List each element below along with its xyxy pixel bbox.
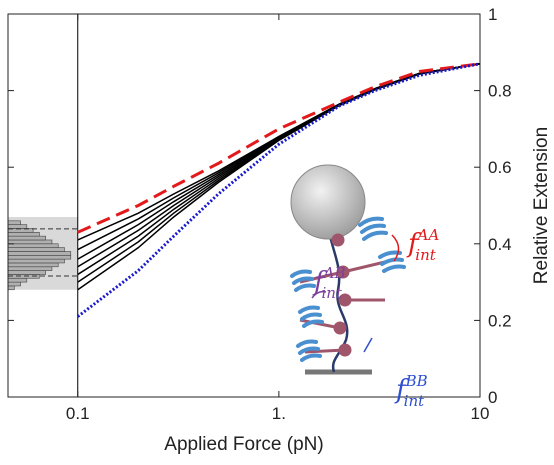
hist-bar	[7, 254, 72, 260]
hist-bar	[7, 239, 53, 245]
y-tick-label: 0.4	[488, 235, 512, 254]
hist-bar	[7, 281, 21, 287]
hist-bar	[7, 258, 65, 264]
hist-bar	[7, 243, 59, 248]
hist-bar	[7, 270, 46, 275]
x-tick-label: 0.1	[66, 404, 90, 423]
series-line	[77, 63, 481, 251]
hist-bar	[7, 224, 28, 229]
annotation: fAA int	[406, 226, 439, 264]
x-tick-label: 1.	[272, 404, 286, 423]
annotation-sub: int	[321, 284, 342, 302]
hist-bar	[7, 251, 72, 256]
y-tick-label: 1	[488, 5, 497, 24]
hist-bar	[7, 235, 46, 241]
diagram	[290, 164, 406, 375]
plot-frame	[7, 13, 481, 398]
hist-bar	[7, 247, 65, 252]
y-tick-label: 0.6	[488, 158, 512, 177]
y-tick-label: 0	[488, 388, 497, 407]
series-line	[77, 63, 481, 291]
y-axis-label: Relative Extension	[531, 127, 552, 284]
hist-bar	[7, 277, 28, 283]
hist-bar	[7, 220, 21, 225]
annotation-sub: int	[404, 392, 425, 410]
annotation-sub: int	[415, 246, 436, 264]
annotation: fBB int	[394, 372, 428, 410]
series-line	[77, 62, 481, 234]
hist-bar	[7, 232, 40, 237]
y-tick-label: 0.8	[488, 82, 512, 101]
annotation: fAB int	[312, 264, 345, 302]
series-line	[77, 63, 481, 241]
series-line	[76, 62, 481, 318]
hist-bar	[7, 262, 59, 268]
hist-bar	[7, 285, 15, 291]
annotation-sup: AA	[416, 226, 440, 244]
x-axis-label: Applied Force (pN)	[164, 434, 323, 455]
annotation-sup: BB	[405, 372, 428, 390]
x-tick-label: 10	[471, 404, 490, 423]
annotation-sup: AB	[322, 264, 346, 282]
hist-bar	[7, 266, 53, 271]
y-tick-label: 0.2	[488, 311, 512, 330]
